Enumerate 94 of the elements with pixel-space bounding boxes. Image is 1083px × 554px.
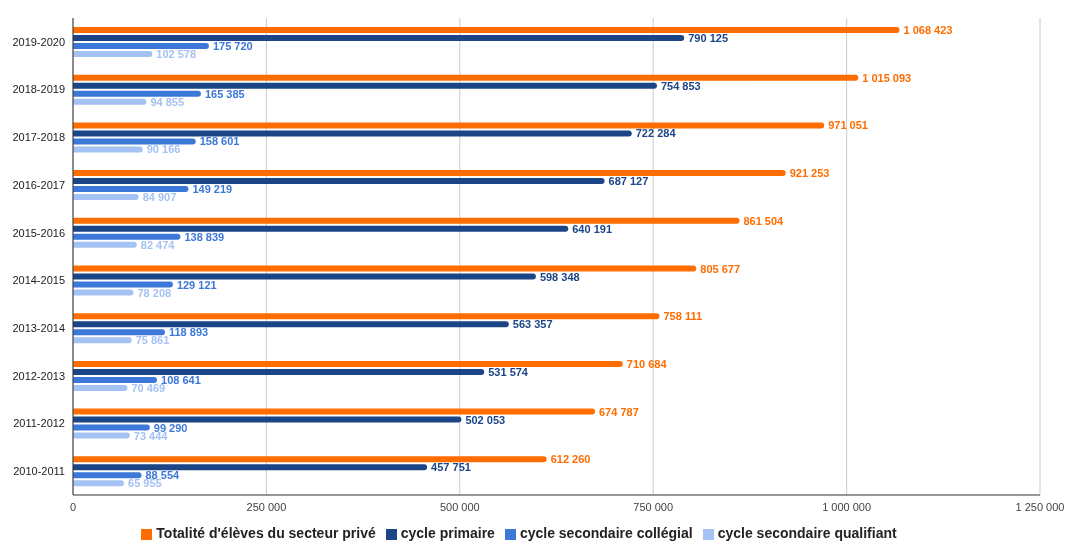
bar: [73, 98, 147, 105]
x-tick-label: 1 000 000: [822, 500, 872, 513]
data-label: 138 839: [184, 230, 225, 243]
bar: [73, 178, 605, 185]
x-tick-label: 750 000: [633, 500, 674, 513]
bar: [73, 416, 462, 423]
data-label: 158 601: [199, 135, 240, 148]
bar: [73, 384, 128, 391]
bar: [73, 194, 139, 201]
data-label: 102 578: [156, 48, 197, 60]
y-tick-label: 2015-2016: [12, 226, 65, 239]
bar: [73, 43, 209, 49]
data-label: 78 208: [137, 286, 172, 299]
bar: [73, 337, 132, 344]
data-label: 90 166: [146, 143, 181, 156]
y-tick-label: 2013-2014: [12, 321, 65, 334]
bar: [73, 368, 485, 375]
legend-label: cycle primaire: [400, 525, 495, 541]
data-label: 175 720: [212, 40, 253, 52]
bar: [73, 74, 859, 81]
x-tick-label: 250 000: [246, 500, 287, 513]
bar: [73, 456, 547, 463]
bar: [73, 146, 143, 153]
bar: [73, 313, 660, 320]
bar: [73, 90, 201, 97]
legend-label: cycle secondaire qualifiant: [717, 525, 897, 541]
x-tick-label: 1 250 000: [1015, 500, 1065, 513]
bar: [73, 27, 900, 33]
bar: [73, 424, 150, 431]
bar: [73, 130, 632, 137]
data-label: 165 385: [204, 87, 245, 100]
data-label: 75 861: [135, 334, 170, 347]
data-label: 921 253: [789, 167, 830, 180]
bar: [73, 408, 596, 415]
data-label: 722 284: [635, 127, 677, 140]
bar: [73, 432, 130, 439]
data-label: 805 677: [700, 262, 741, 275]
bar: [73, 186, 189, 193]
data-label: 754 853: [660, 79, 701, 92]
bar: [73, 329, 165, 336]
legend-label: Totalité d'élèves du secteur privé: [156, 525, 376, 541]
y-tick-label: 2012-2013: [12, 369, 65, 382]
bar: [73, 464, 428, 471]
bar: [73, 472, 142, 479]
legend-label: cycle secondaire collégial: [519, 525, 693, 541]
y-tick-label: 2016-2017: [12, 178, 65, 191]
data-label: 971 051: [828, 119, 868, 132]
bar: [73, 360, 623, 367]
data-label: 598 348: [539, 270, 580, 283]
bar: [73, 480, 125, 487]
y-tick-label: 2014-2015: [12, 274, 65, 287]
bar: [73, 233, 181, 240]
bar: [73, 35, 685, 41]
data-label: 674 787: [599, 405, 639, 418]
bar: [73, 265, 697, 272]
bar: [73, 82, 657, 89]
data-label: 84 907: [142, 191, 177, 204]
data-label: 790 125: [688, 32, 729, 44]
bar: [73, 170, 786, 177]
data-label: 1 015 093: [862, 71, 912, 84]
data-label: 149 219: [192, 183, 233, 196]
y-tick-label: 2011-2012: [13, 417, 65, 430]
data-label: 1 068 423: [903, 24, 953, 36]
x-tick-label: 0: [69, 500, 77, 513]
bar: [73, 281, 173, 288]
data-label: 82 474: [140, 238, 176, 251]
data-label: 129 121: [176, 278, 217, 291]
data-label: 612 260: [550, 453, 591, 466]
bar: [73, 376, 158, 383]
bar: [73, 138, 196, 145]
data-label: 687 127: [608, 175, 649, 188]
bar: [73, 122, 825, 129]
bar: [73, 225, 569, 232]
y-tick-label: 2010-2011: [13, 465, 65, 478]
data-label: 502 053: [465, 413, 506, 426]
data-label: 457 751: [431, 461, 471, 474]
x-tick-label: 500 000: [439, 500, 480, 513]
y-tick-label: 2019-2020: [12, 35, 65, 48]
data-label: 640 191: [572, 222, 613, 235]
bar: [73, 289, 134, 296]
data-label: 94 855: [150, 95, 185, 108]
bar: [73, 217, 740, 224]
bar: [73, 273, 536, 280]
bar: [73, 51, 153, 57]
bar: [73, 241, 137, 248]
bar: [73, 321, 509, 328]
data-label: 861 504: [743, 214, 785, 227]
data-label: 563 357: [512, 318, 553, 331]
data-label: 531 574: [488, 365, 529, 378]
data-label: 758 111: [663, 310, 703, 323]
y-tick-label: 2017-2018: [12, 131, 65, 144]
data-label: 118 893: [168, 326, 209, 339]
data-label: 710 684: [626, 357, 668, 370]
y-tick-label: 2018-2019: [12, 83, 65, 96]
